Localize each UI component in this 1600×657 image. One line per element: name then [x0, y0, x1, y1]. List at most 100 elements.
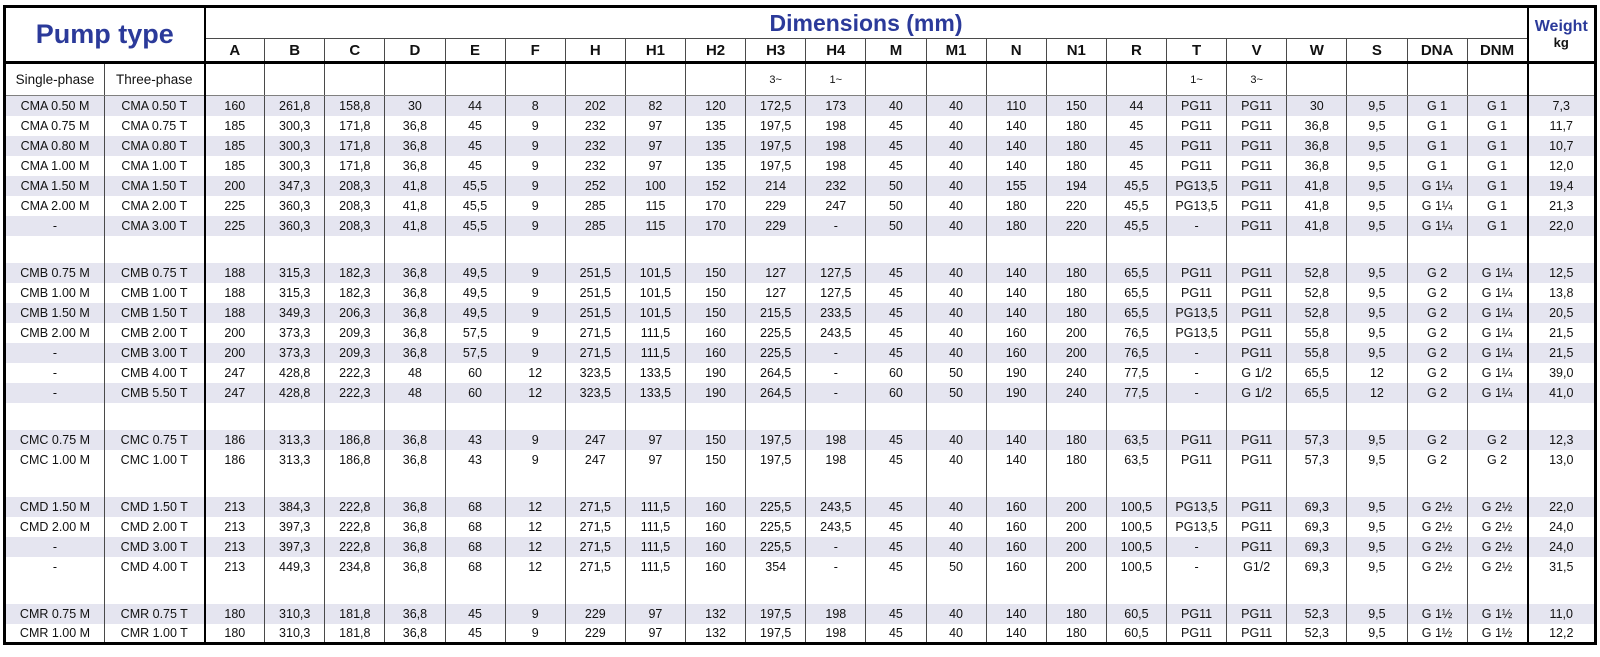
dim-value-cell: 310,3	[264, 623, 325, 644]
dim-value-cell: 190	[985, 362, 1047, 383]
three-phase-model-cell: CMA 1.50 T	[104, 175, 205, 196]
empty-cell	[865, 469, 926, 497]
dim-value-cell: 198	[805, 429, 866, 450]
dim-value-cell: 160	[684, 496, 746, 517]
weight-value-cell: 11,0	[1526, 603, 1596, 624]
dim-value-cell: -	[805, 556, 866, 577]
dim-value-cell: 52,3	[1286, 623, 1347, 644]
dim-value-cell: 60	[865, 382, 926, 403]
dim-value-cell: 208,3	[324, 175, 385, 196]
dim-value-cell: 9,5	[1346, 623, 1407, 644]
dim-value-cell: 45,5	[444, 175, 506, 196]
dim-value-cell: 120	[684, 95, 746, 116]
dim-value-cell: 9	[504, 175, 566, 196]
dim-value-cell: PG11	[1226, 195, 1287, 216]
dim-value-cell: 234,8	[324, 556, 385, 577]
dim-value-cell: 180	[1045, 155, 1107, 176]
column-header-e: E	[444, 38, 506, 64]
empty-cell	[324, 576, 385, 604]
phase-subheader-row: Single-phase Three-phase 3~ 1~ 1~ 3~	[4, 62, 1596, 96]
dim-value-cell: 180	[1045, 115, 1107, 136]
dim-value-cell: 44	[1105, 95, 1167, 116]
empty-cell	[324, 402, 385, 430]
empty-cell	[624, 469, 686, 497]
empty-cell	[384, 469, 445, 497]
phase-note-cell	[324, 62, 385, 96]
dim-value-cell: -	[805, 342, 866, 363]
dim-value-cell: 9,5	[1346, 556, 1407, 577]
table-row: CMB 2.00 M CMB 2.00 T 200 373,3 209,3 36,8 57,…	[4, 322, 1596, 343]
dim-value-cell: G 1½	[1466, 623, 1528, 644]
dim-value-cell: 9,5	[1346, 115, 1407, 136]
empty-cell	[1286, 469, 1347, 497]
dim-value-cell: PG11	[1226, 215, 1287, 236]
dim-value-cell: 45	[865, 155, 926, 176]
column-header-s: S	[1346, 38, 1407, 64]
phase-note-cell	[985, 62, 1047, 96]
dim-value-cell: 150	[1045, 95, 1107, 116]
dim-value-cell: 41,8	[384, 215, 445, 236]
dim-value-cell: 40	[925, 449, 987, 470]
dim-value-cell: 209,3	[324, 322, 385, 343]
dim-value-cell: 225,5	[745, 536, 806, 557]
dim-value-cell: 101,5	[624, 302, 686, 323]
dim-value-cell: 135	[684, 115, 746, 136]
dim-value-cell: 63,5	[1105, 449, 1167, 470]
dim-value-cell: 261,8	[264, 95, 325, 116]
dim-value-cell: 200	[1045, 516, 1107, 537]
dim-value-cell: 198	[805, 135, 866, 156]
empty-cell	[1526, 402, 1596, 430]
dim-value-cell: 9	[504, 429, 566, 450]
empty-cell	[104, 469, 205, 497]
dim-value-cell: 40	[925, 603, 987, 624]
empty-cell	[684, 235, 746, 263]
single-phase-model-cell: -	[4, 536, 105, 557]
dim-value-cell: 9,5	[1346, 175, 1407, 196]
dim-value-cell: 9,5	[1346, 95, 1407, 116]
empty-cell	[384, 402, 445, 430]
three-phase-model-cell: CMD 3.00 T	[104, 536, 205, 557]
dim-value-cell: G 1	[1406, 115, 1468, 136]
column-header-h2: H2	[684, 38, 746, 64]
empty-cell	[104, 402, 205, 430]
weight-value-cell: 10,7	[1526, 135, 1596, 156]
empty-cell	[1165, 402, 1227, 430]
dim-value-cell: 12	[1346, 362, 1407, 383]
dim-value-cell: 135	[684, 155, 746, 176]
empty-cell	[1406, 402, 1468, 430]
dim-value-cell: 155	[985, 175, 1047, 196]
dim-value-cell: 214	[745, 175, 806, 196]
dim-value-cell: 271,5	[564, 322, 626, 343]
dim-value-cell: 97	[624, 449, 686, 470]
empty-cell	[1466, 469, 1528, 497]
phase-note-cell	[264, 62, 325, 96]
dim-value-cell: 135	[684, 135, 746, 156]
dim-value-cell: G 2	[1406, 302, 1468, 323]
dim-value-cell: 229	[564, 623, 626, 644]
empty-cell	[624, 576, 686, 604]
dim-value-cell: 36,8	[384, 496, 445, 517]
dim-value-cell: 60	[444, 382, 506, 403]
dim-value-cell: 12	[1346, 382, 1407, 403]
column-header-m1: M1	[925, 38, 987, 64]
dim-value-cell: 197,5	[745, 429, 806, 450]
dim-value-cell: 243,5	[805, 516, 866, 537]
dim-value-cell: 65,5	[1286, 382, 1347, 403]
three-phase-model-cell: CMB 2.00 T	[104, 322, 205, 343]
weight-value-cell: 12,3	[1526, 429, 1596, 450]
dim-value-cell: 188	[203, 282, 265, 303]
weight-value-cell: 22,0	[1526, 215, 1596, 236]
dim-value-cell: PG13,5	[1165, 516, 1227, 537]
dim-value-cell: PG11	[1165, 282, 1227, 303]
dim-value-cell: G 2½	[1466, 556, 1528, 577]
dim-value-cell: 172,5	[745, 95, 806, 116]
dim-value-cell: 41,8	[1286, 195, 1347, 216]
dim-value-cell: PG13,5	[1165, 322, 1227, 343]
dim-value-cell: 180	[1045, 623, 1107, 644]
dim-value-cell: 9	[504, 115, 566, 136]
dim-value-cell: 152	[684, 175, 746, 196]
dim-value-cell: PG13,5	[1165, 496, 1227, 517]
column-header-h4: H4	[805, 38, 866, 64]
single-phase-header: Single-phase	[4, 62, 105, 96]
empty-cell	[384, 576, 445, 604]
